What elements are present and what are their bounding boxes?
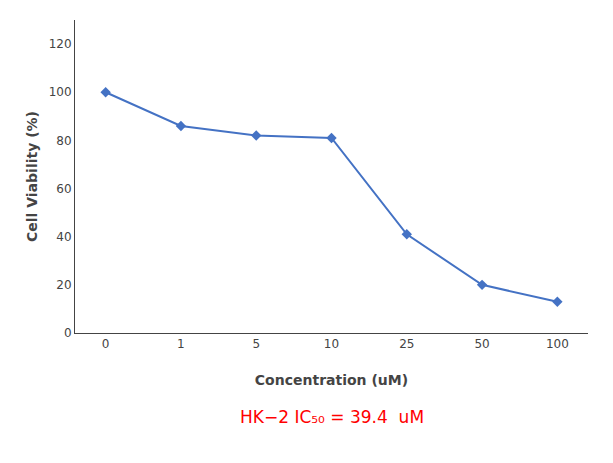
svg-text:0: 0 bbox=[64, 326, 72, 340]
svg-text:0: 0 bbox=[102, 337, 110, 351]
svg-text:25: 25 bbox=[399, 337, 414, 351]
svg-text:80: 80 bbox=[56, 134, 71, 148]
svg-text:Cell Viability (%): Cell Viability (%) bbox=[24, 111, 40, 242]
svg-text:HK−2 IC₅₀ = 39.4 uM: HK−2 IC₅₀ = 39.4 uM bbox=[240, 407, 424, 427]
svg-text:5: 5 bbox=[252, 337, 260, 351]
svg-text:40: 40 bbox=[56, 230, 71, 244]
svg-text:50: 50 bbox=[474, 337, 489, 351]
svg-text:Concentration (uM): Concentration (uM) bbox=[255, 372, 408, 388]
svg-text:60: 60 bbox=[56, 182, 71, 196]
svg-text:100: 100 bbox=[546, 337, 569, 351]
svg-text:20: 20 bbox=[56, 278, 71, 292]
svg-text:120: 120 bbox=[49, 37, 72, 51]
svg-text:10: 10 bbox=[324, 337, 339, 351]
svg-text:1: 1 bbox=[177, 337, 185, 351]
svg-text:100: 100 bbox=[49, 85, 72, 99]
